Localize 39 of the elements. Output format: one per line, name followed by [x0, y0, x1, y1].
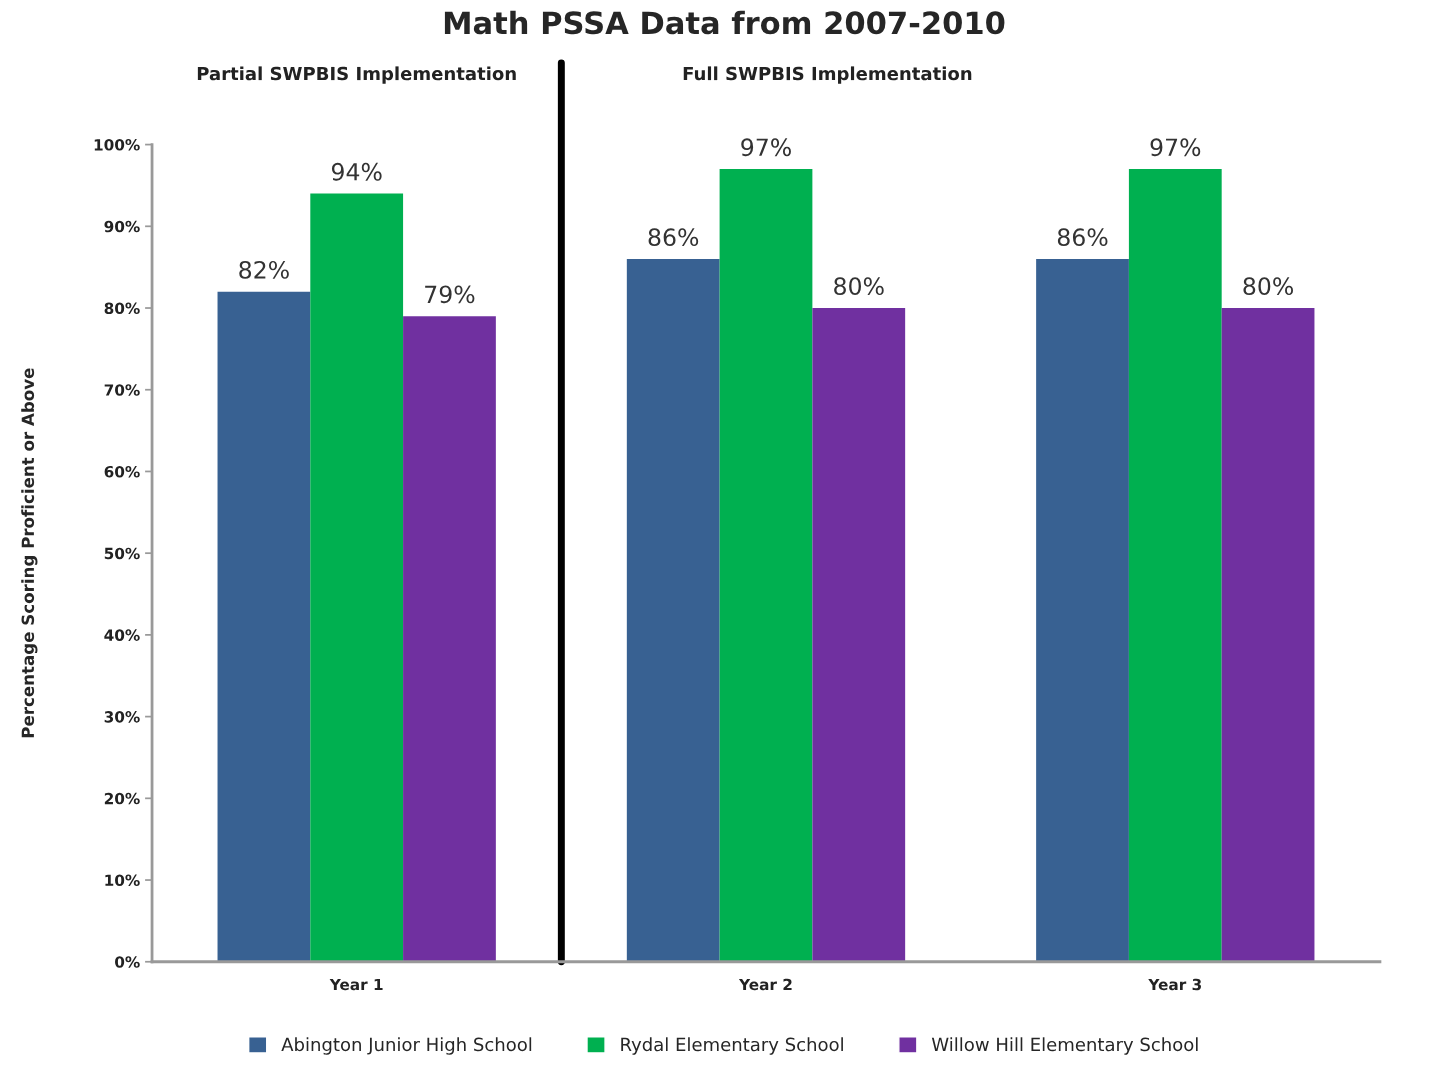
x-tick-label: Year 3	[1148, 978, 1201, 991]
y-tick-label: 90%	[104, 220, 140, 233]
bar	[719, 169, 813, 962]
text: Partial SWPBIS Implementation	[197, 66, 516, 84]
data-label: 82%	[239, 260, 289, 279]
y-tick-label: 70%	[104, 384, 140, 396]
legend-label: Abington Junior High School	[281, 1037, 532, 1055]
legend-label: Willow Hill Elementary School	[931, 1037, 1198, 1055]
data-label: 79%	[425, 285, 475, 304]
data-label: 80%	[1243, 277, 1293, 296]
bar	[1036, 258, 1129, 962]
y-axis-title: Percentage Scoring Proficient or Above	[21, 368, 38, 738]
y-tick-label: 80%	[104, 302, 140, 315]
data-label: 86%	[1057, 228, 1108, 247]
data-label: 97%	[741, 138, 791, 157]
chart-title: Math PSSA Data from 2007-2010	[444, 10, 1005, 35]
bar	[1221, 308, 1315, 962]
y-tick-label: 10%	[105, 874, 140, 887]
x-tick-label: Year 1	[329, 978, 383, 991]
bar	[812, 308, 906, 962]
legend-label: Rydal Elementary School	[621, 1037, 843, 1055]
y-tick-label: 20%	[104, 792, 140, 805]
x-tick-label: Year 2	[738, 978, 792, 991]
data-label: 86%	[648, 228, 699, 247]
bar	[310, 193, 404, 962]
bar	[217, 291, 311, 962]
y-tick-label: 100%	[94, 139, 140, 151]
bar	[626, 258, 720, 962]
text: Full SWPBIS Implementation	[683, 66, 972, 84]
data-label: 80%	[834, 277, 884, 296]
y-tick-label: 30%	[104, 711, 140, 723]
y-tick-label: 50%	[104, 547, 140, 560]
bar	[403, 316, 496, 962]
data-label: 94%	[331, 162, 382, 181]
bar	[1128, 169, 1222, 962]
y-tick-label: 0%	[115, 956, 140, 968]
data-label: 97%	[1150, 138, 1201, 157]
y-tick-label: 60%	[104, 465, 140, 478]
y-tick-label: 40%	[104, 629, 140, 641]
